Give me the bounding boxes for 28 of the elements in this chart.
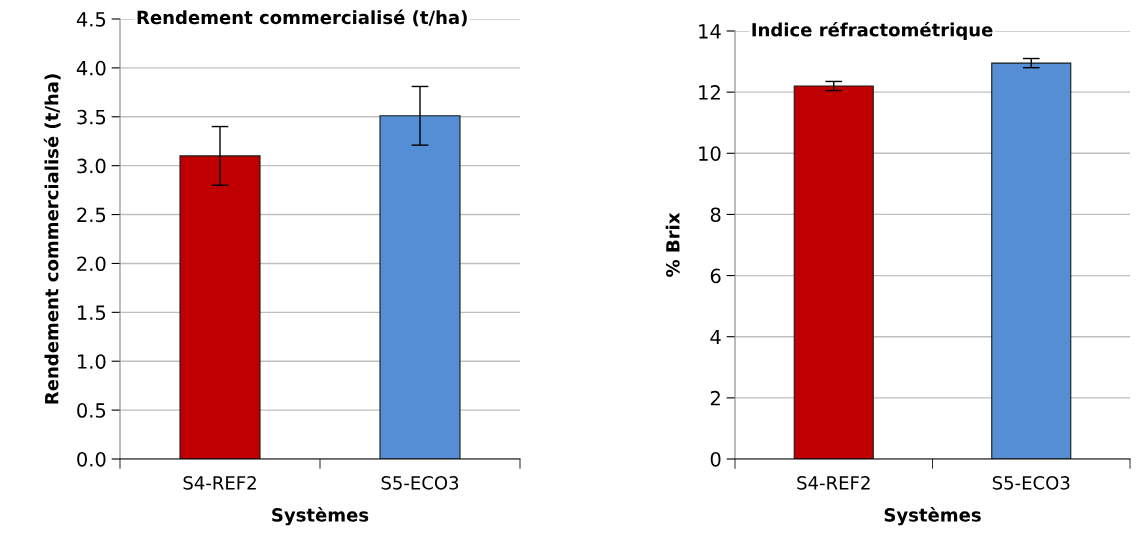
- y-tick-label: 4: [710, 329, 721, 345]
- chart-title: Rendement commercialisé (t/ha): [137, 9, 467, 27]
- x-tick-label: S4-REF2: [183, 475, 256, 490]
- y-tick-label: 8: [710, 207, 721, 223]
- y-tick-label: 0: [710, 451, 721, 467]
- y-tick-label: 6: [710, 268, 721, 284]
- y-tick-label: 3.5: [77, 109, 106, 125]
- y-axis-title: Rendement commercialisé (t/ha): [43, 74, 61, 404]
- y-axis-title: % Brix: [665, 212, 680, 277]
- x-tick-label: S5-ECO3: [992, 475, 1070, 490]
- y-tick-label: 2: [710, 390, 720, 406]
- chart-title: Indice réfractométrique: [752, 21, 993, 41]
- y-tick-label: 10: [699, 146, 721, 161]
- y-tick-label: 2.5: [77, 207, 106, 223]
- y-tick-label: 4.0: [76, 60, 106, 76]
- x-axis-title: Systèmes: [272, 507, 369, 526]
- y-tick-label: 1.5: [78, 305, 106, 320]
- y-tick-label: 2.0: [77, 256, 106, 272]
- y-tick-label: 14: [699, 24, 721, 39]
- y-tick-label: 3.0: [77, 158, 106, 174]
- x-tick-label: S5-ECO3: [381, 475, 459, 490]
- y-tick-label: 0.5: [77, 403, 106, 418]
- x-tick-label: S4-REF2: [797, 475, 870, 490]
- y-tick-label: 12: [699, 85, 720, 100]
- y-tick-label: 4.5: [76, 12, 106, 27]
- y-tick-label: 0.0: [77, 451, 106, 467]
- y-tick-label: 1.0: [78, 354, 106, 369]
- x-axis-title: Systèmes: [884, 507, 981, 526]
